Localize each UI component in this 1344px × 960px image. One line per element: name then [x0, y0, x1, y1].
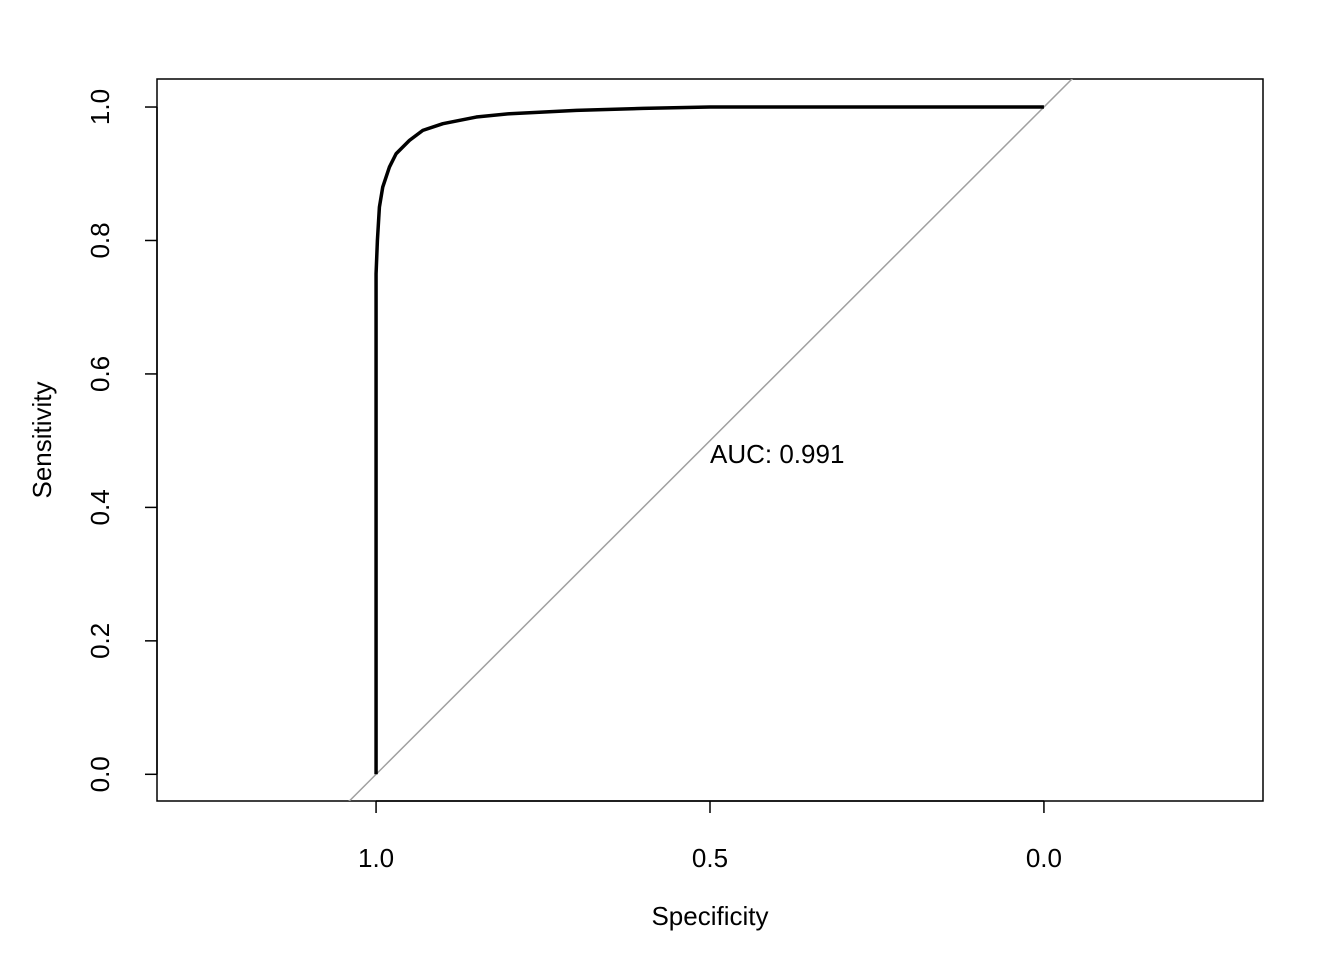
y-tick-label: 0.4 — [85, 489, 115, 525]
x-axis-label: Specificity — [651, 901, 768, 931]
reference-line — [348, 79, 1074, 801]
y-tick-label: 0.0 — [85, 756, 115, 792]
y-tick-label: 0.8 — [85, 222, 115, 258]
x-tick-label: 0.0 — [1026, 843, 1062, 873]
annotation: AUC: 0.991 — [710, 439, 844, 469]
x-tick-label: 0.5 — [692, 843, 728, 873]
y-axis-label: Sensitivity — [27, 381, 57, 498]
y-tick-label: 0.2 — [85, 623, 115, 659]
x-tick-label: 1.0 — [358, 843, 394, 873]
y-tick-label: 1.0 — [85, 89, 115, 125]
roc-curve — [374, 105, 1044, 775]
y-tick-label: 0.6 — [85, 356, 115, 392]
